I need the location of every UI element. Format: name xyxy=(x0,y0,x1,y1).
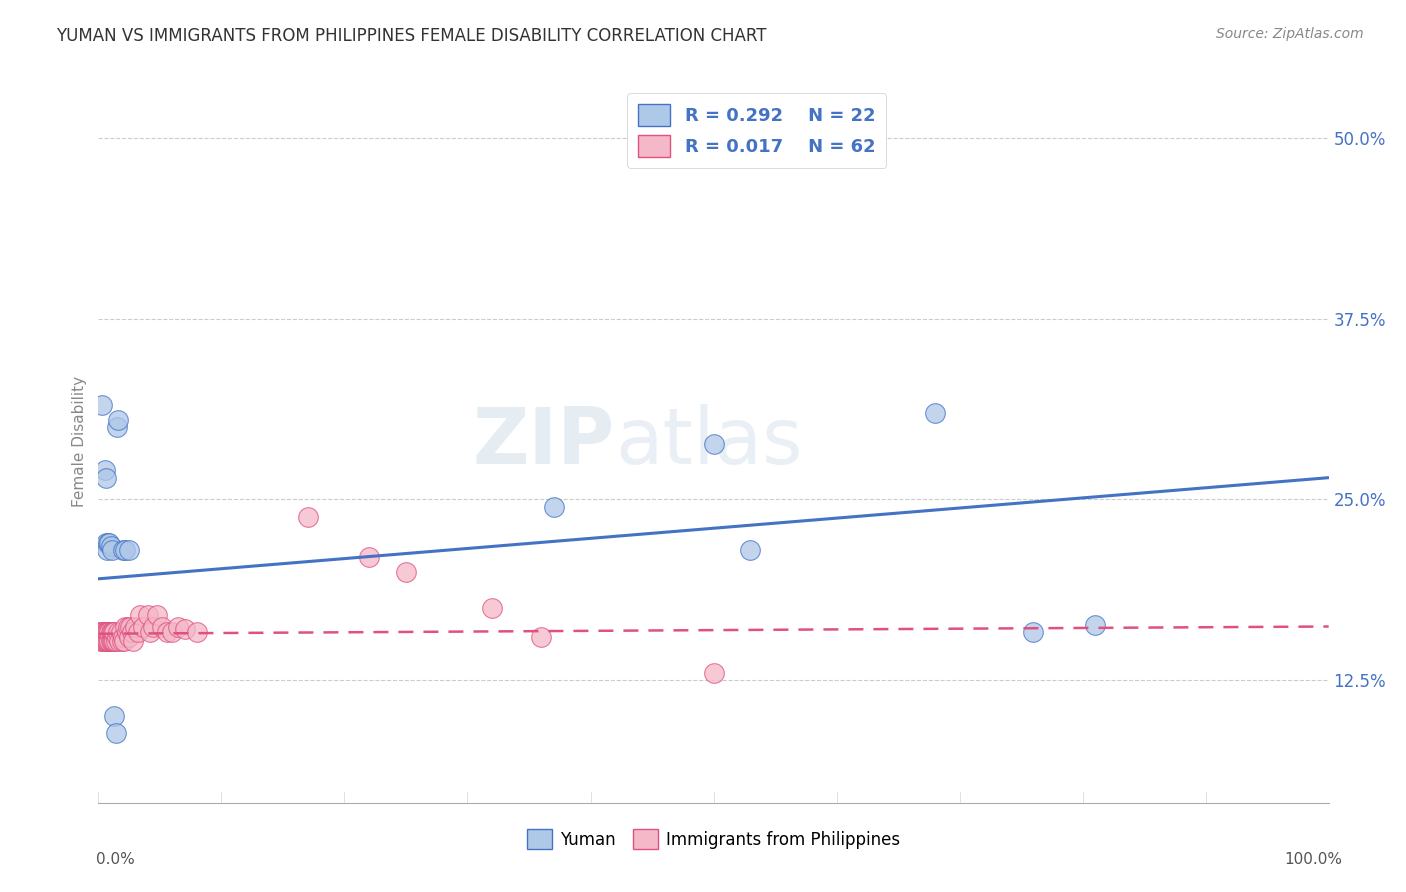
Point xyxy=(91,634,114,648)
Point xyxy=(100,625,122,640)
Text: YUMAN VS IMMIGRANTS FROM PHILIPPINES FEMALE DISABILITY CORRELATION CHART: YUMAN VS IMMIGRANTS FROM PHILIPPINES FEM… xyxy=(56,27,766,45)
Point xyxy=(98,625,121,640)
Point xyxy=(146,607,169,622)
Point xyxy=(136,607,159,622)
Point xyxy=(96,542,118,557)
Text: Source: ZipAtlas.com: Source: ZipAtlas.com xyxy=(1216,27,1364,41)
Point xyxy=(103,625,125,640)
Point xyxy=(94,625,117,640)
Point xyxy=(162,625,183,640)
Text: ZIP: ZIP xyxy=(472,403,616,480)
Point xyxy=(120,619,142,633)
Point xyxy=(100,634,122,648)
Point xyxy=(115,625,138,640)
Point xyxy=(97,634,120,648)
Legend: Yuman, Immigrants from Philippines: Yuman, Immigrants from Philippines xyxy=(520,822,907,856)
Point xyxy=(103,634,125,648)
Point xyxy=(703,665,725,680)
Point xyxy=(103,634,125,648)
Point xyxy=(96,625,118,640)
Text: 100.0%: 100.0% xyxy=(1285,852,1343,867)
Point xyxy=(112,630,135,644)
Point xyxy=(1022,625,1045,640)
Point xyxy=(100,539,122,553)
Point xyxy=(114,542,136,557)
Point xyxy=(96,634,118,648)
Point xyxy=(98,535,121,549)
Point xyxy=(117,619,139,633)
Point xyxy=(90,625,112,640)
Point xyxy=(103,709,125,723)
Point xyxy=(94,535,117,549)
Point xyxy=(111,634,134,648)
Text: 0.0%: 0.0% xyxy=(96,852,135,867)
Point xyxy=(93,463,115,477)
Point xyxy=(297,509,319,524)
Point xyxy=(127,625,149,640)
Point xyxy=(107,625,129,640)
Point xyxy=(101,625,124,640)
Point xyxy=(89,630,111,644)
Point xyxy=(114,619,136,633)
Point xyxy=(112,634,135,648)
Point xyxy=(94,634,117,648)
Point xyxy=(395,565,418,579)
Point xyxy=(93,625,115,640)
Point xyxy=(105,630,128,644)
Point xyxy=(97,535,120,549)
Point xyxy=(124,619,146,633)
Point xyxy=(104,634,127,648)
Point xyxy=(107,413,129,427)
Point xyxy=(186,625,208,640)
Point xyxy=(481,600,503,615)
Point xyxy=(118,542,141,557)
Point xyxy=(152,619,174,633)
Point xyxy=(543,500,565,514)
Point xyxy=(108,634,131,648)
Point xyxy=(112,542,135,557)
Point xyxy=(359,550,381,565)
Point xyxy=(93,634,115,648)
Point xyxy=(93,625,115,640)
Point xyxy=(101,542,124,557)
Point xyxy=(91,398,114,412)
Point xyxy=(924,406,946,420)
Point xyxy=(118,630,141,644)
Point xyxy=(703,437,725,451)
Point xyxy=(129,607,152,622)
Point xyxy=(141,619,165,633)
Point xyxy=(156,625,179,640)
Point xyxy=(89,625,111,640)
Point xyxy=(139,625,162,640)
Point xyxy=(103,625,125,640)
Point xyxy=(173,623,195,637)
Point xyxy=(93,634,115,648)
Point xyxy=(530,630,553,644)
Point xyxy=(93,630,115,644)
Text: atlas: atlas xyxy=(616,403,803,480)
Point xyxy=(105,420,128,434)
Point xyxy=(167,619,190,633)
Point xyxy=(97,625,120,640)
Point xyxy=(122,634,145,648)
Point xyxy=(104,726,127,740)
Point xyxy=(121,625,143,640)
Point xyxy=(1084,618,1107,632)
Point xyxy=(90,634,112,648)
Point xyxy=(740,542,762,557)
Point xyxy=(110,625,132,640)
Y-axis label: Female Disability: Female Disability xyxy=(72,376,87,508)
Point xyxy=(101,634,124,648)
Point xyxy=(91,625,114,640)
Point xyxy=(98,634,121,648)
Point xyxy=(94,470,117,484)
Point xyxy=(132,619,155,633)
